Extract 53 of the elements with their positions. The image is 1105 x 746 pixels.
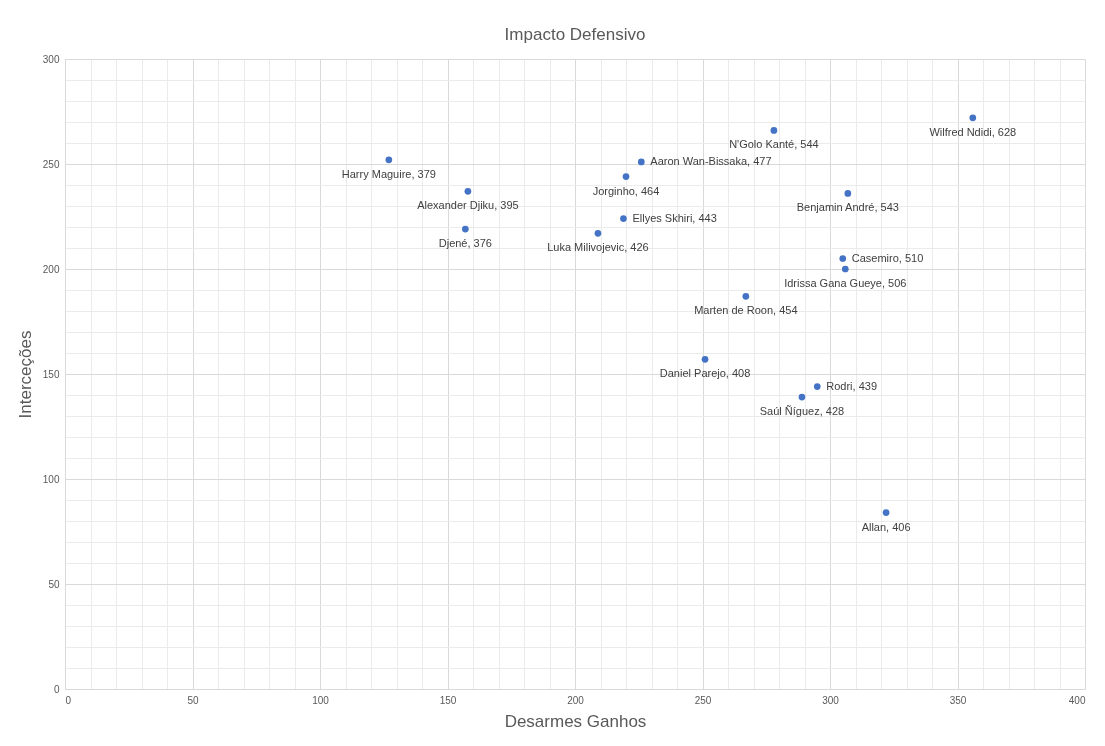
point [701, 355, 709, 363]
annotation: Allan, 406 [861, 520, 911, 533]
point [969, 114, 977, 122]
y-tick-label: 300 [42, 53, 60, 65]
annotation: Rodri, 439 [826, 379, 878, 392]
point [882, 509, 890, 516]
annotation: Benjamin André, 543 [796, 201, 899, 214]
x-tick-label: 250 [694, 694, 712, 706]
annotation: Marten de Roon, 454 [694, 304, 798, 317]
annotation: Luka Milivojevic, 426 [547, 241, 649, 254]
point [839, 255, 847, 262]
annotation: Idrissa Gana Gueye, 506 [784, 277, 907, 289]
x-tick-label: 150 [439, 694, 457, 706]
annotation: Daniel Parejo, 408 [659, 367, 751, 380]
point [594, 229, 602, 237]
annotation: Jorginho, 464 [592, 184, 660, 197]
x-tick-label: 400 [1068, 694, 1086, 706]
point [841, 265, 849, 273]
annotation: Ellyes Skhiri, 443 [632, 211, 717, 224]
point [462, 225, 469, 233]
y-axis-title: Interceções [15, 330, 35, 419]
y-tick-label: 100 [42, 473, 60, 485]
annotation: N'Golo Kanté, 544 [729, 138, 819, 151]
point [844, 190, 852, 197]
x-tick-label: 0 [65, 694, 72, 706]
annotation: Wilfred Ndidi, 628 [929, 125, 1017, 138]
x-tick-label: 50 [187, 694, 199, 706]
x-tick-label: 100 [312, 694, 330, 706]
x-tick-label: 350 [949, 694, 967, 706]
x-tick-label: 200 [567, 694, 585, 706]
annotation: Saúl Ñíguez, 428 [759, 405, 845, 418]
point [637, 158, 645, 166]
y-tick-label: 150 [42, 368, 60, 380]
chart-title: Impacto Defensivo [504, 25, 646, 44]
point [385, 156, 393, 164]
x-tick-label: 300 [822, 694, 840, 706]
y-tick-label: 200 [42, 263, 60, 275]
x-axis-title: Desarmes Ganhos [504, 711, 647, 731]
point [798, 393, 806, 401]
annotation: Harry Maguire, 379 [341, 167, 436, 180]
point [464, 187, 472, 195]
y-tick-label: 50 [48, 578, 60, 590]
y-tick-label: 250 [42, 158, 60, 170]
point [770, 127, 778, 134]
point [813, 383, 821, 390]
point [622, 173, 630, 180]
annotation: Casemiro, 510 [851, 251, 924, 264]
point [620, 215, 627, 222]
annotation: Djené, 376 [438, 237, 492, 250]
point [742, 292, 750, 300]
y-tick-label: 0 [53, 683, 60, 695]
annotation: Alexander Djiku, 395 [417, 199, 519, 212]
annotation: Aaron Wan-Bissaka, 477 [650, 154, 772, 167]
